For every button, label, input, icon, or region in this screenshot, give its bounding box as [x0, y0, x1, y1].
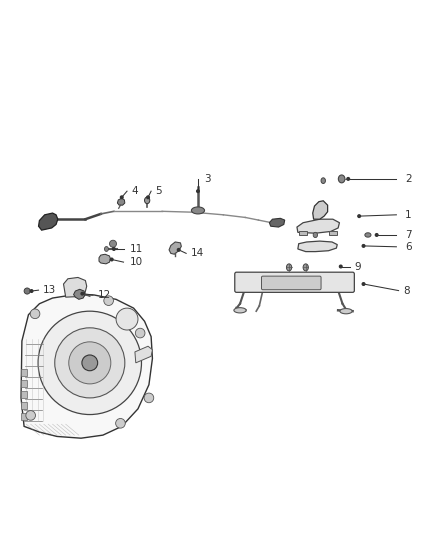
Circle shape — [144, 393, 154, 403]
Polygon shape — [117, 198, 125, 205]
Ellipse shape — [234, 308, 246, 313]
Text: 9: 9 — [355, 262, 361, 271]
Bar — [21, 369, 27, 376]
Bar — [21, 381, 27, 387]
Circle shape — [339, 265, 342, 268]
Circle shape — [38, 311, 141, 415]
Circle shape — [362, 245, 365, 247]
Circle shape — [24, 288, 30, 294]
Ellipse shape — [313, 232, 318, 238]
Text: 6: 6 — [405, 242, 412, 252]
Circle shape — [110, 258, 113, 261]
Text: 1: 1 — [405, 210, 412, 220]
Circle shape — [197, 190, 199, 192]
FancyBboxPatch shape — [261, 276, 321, 290]
FancyBboxPatch shape — [235, 272, 354, 292]
Circle shape — [113, 248, 115, 251]
Polygon shape — [269, 219, 285, 227]
Polygon shape — [169, 242, 181, 254]
Polygon shape — [39, 213, 58, 230]
Polygon shape — [99, 254, 110, 264]
Polygon shape — [74, 289, 85, 300]
Circle shape — [358, 215, 360, 217]
Ellipse shape — [145, 197, 150, 204]
Polygon shape — [21, 295, 152, 438]
Text: 13: 13 — [43, 285, 56, 295]
Ellipse shape — [104, 247, 109, 252]
Text: 12: 12 — [98, 290, 111, 300]
Circle shape — [116, 308, 138, 330]
Circle shape — [30, 309, 40, 319]
Ellipse shape — [365, 233, 371, 237]
Polygon shape — [298, 241, 337, 252]
Bar — [21, 402, 27, 409]
Circle shape — [120, 196, 123, 199]
Text: 7: 7 — [405, 230, 412, 240]
Polygon shape — [297, 219, 339, 233]
Circle shape — [116, 418, 125, 428]
Ellipse shape — [340, 309, 352, 314]
Circle shape — [147, 196, 149, 199]
Bar — [21, 391, 27, 398]
Circle shape — [69, 342, 111, 384]
Circle shape — [55, 328, 125, 398]
Ellipse shape — [191, 207, 205, 214]
Ellipse shape — [338, 175, 345, 183]
Circle shape — [110, 240, 117, 247]
Circle shape — [347, 177, 350, 180]
Circle shape — [362, 282, 365, 285]
Text: 10: 10 — [130, 257, 143, 267]
Bar — [299, 231, 307, 235]
Circle shape — [177, 248, 180, 251]
Text: 2: 2 — [405, 174, 412, 184]
Text: 8: 8 — [403, 286, 410, 296]
Text: 4: 4 — [131, 186, 138, 196]
Circle shape — [26, 410, 35, 420]
Text: 3: 3 — [204, 174, 210, 184]
Bar — [21, 413, 27, 420]
Ellipse shape — [303, 264, 308, 271]
Ellipse shape — [321, 178, 325, 183]
Circle shape — [82, 355, 98, 371]
Circle shape — [81, 292, 84, 295]
Polygon shape — [135, 346, 152, 363]
Text: 5: 5 — [155, 186, 162, 196]
Polygon shape — [313, 201, 328, 219]
Circle shape — [30, 290, 33, 292]
Polygon shape — [64, 278, 87, 297]
Text: 11: 11 — [130, 244, 143, 254]
Circle shape — [375, 233, 378, 236]
Text: 14: 14 — [191, 248, 204, 259]
Circle shape — [135, 328, 145, 338]
Bar — [329, 231, 337, 235]
Circle shape — [104, 296, 113, 305]
Ellipse shape — [286, 264, 292, 271]
